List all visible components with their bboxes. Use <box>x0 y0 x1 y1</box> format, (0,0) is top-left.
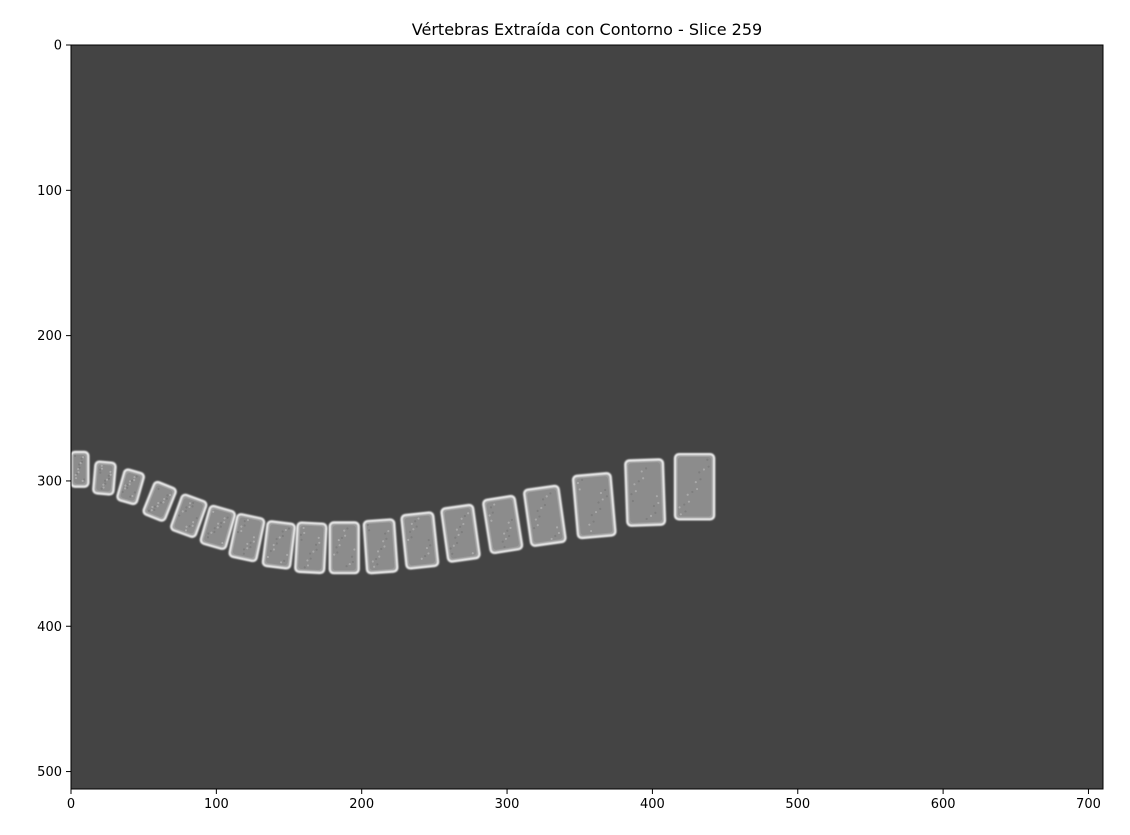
x-tick-label: 100 <box>204 797 229 812</box>
vertebra-2 <box>92 460 117 496</box>
vertebra-3 <box>116 468 145 506</box>
y-tick-label: 0 <box>54 39 62 54</box>
y-tick-label: 300 <box>37 474 62 489</box>
vertebra-13 <box>440 503 481 563</box>
y-tick-label: 500 <box>37 765 62 780</box>
x-tick-label: 0 <box>67 797 75 812</box>
vertebra-7 <box>228 513 266 563</box>
vertebra-16 <box>571 472 617 540</box>
x-tick-label: 400 <box>640 797 665 812</box>
axes-frame <box>70 44 1104 790</box>
vertebra-12 <box>400 511 440 570</box>
x-tick-label: 700 <box>1076 797 1101 812</box>
vertebra-8 <box>261 520 296 570</box>
figure-title: Vértebras Extraída con Contorno - Slice … <box>411 20 763 39</box>
vertebra-17 <box>624 458 667 527</box>
ct-slice-image <box>71 45 1103 789</box>
x-tick-label: 300 <box>495 797 520 812</box>
vertebra-11 <box>362 518 399 575</box>
x-tick-label: 500 <box>785 797 810 812</box>
vertebra-9 <box>294 521 328 575</box>
vertebra-10 <box>328 521 360 575</box>
y-tick-label: 200 <box>37 329 62 344</box>
vertebra-5 <box>170 493 208 539</box>
y-tick-label: 400 <box>37 620 62 635</box>
vertebra-4 <box>142 480 177 522</box>
vertebra-18 <box>673 452 716 521</box>
vertebra-1 <box>71 450 90 488</box>
y-axis: 0 100 200 300 400 500 <box>37 39 71 780</box>
image-background <box>71 45 1103 789</box>
y-tick-label: 100 <box>37 184 62 199</box>
vertebra-14 <box>482 494 524 555</box>
x-tick-label: 600 <box>931 797 956 812</box>
x-tick-label: 200 <box>349 797 374 812</box>
x-axis: 0 100 200 300 400 500 600 700 <box>67 789 1101 812</box>
vertebra-15 <box>523 484 567 547</box>
vertebra-6 <box>199 504 236 551</box>
